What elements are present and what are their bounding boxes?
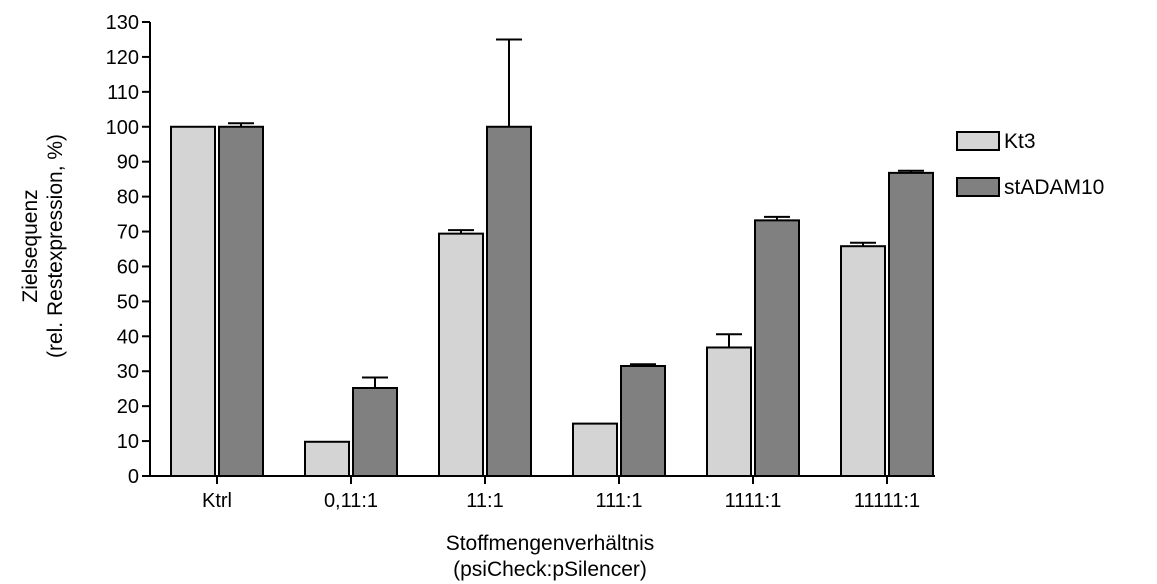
y-tick-label: 130 — [106, 12, 139, 34]
bar-kt3 — [840, 245, 886, 477]
bar-stadam10 — [754, 219, 800, 477]
y-tick-label: 60 — [117, 256, 139, 278]
x-axis: Ktrl 0,11:1 11:1 111:1 1111:1 11111:1 — [150, 475, 935, 512]
bar-kt3 — [572, 422, 618, 478]
y-tick-label: 70 — [117, 222, 139, 244]
y-tick-label: 90 — [117, 152, 139, 174]
y-tick-label: 30 — [117, 361, 139, 383]
y-tick-label: 50 — [117, 291, 139, 313]
legend-swatch — [956, 131, 1000, 151]
x-tick-label: 11111:1 — [854, 490, 920, 512]
y-tick-label: 80 — [117, 187, 139, 209]
y-axis: 0 10 20 30 40 50 60 70 80 90 100 110 120 130 — [106, 12, 151, 488]
bar-kt3 — [706, 346, 752, 477]
x-tick-label: Ktrl — [202, 490, 232, 512]
x-tick-label: 0,11:1 — [324, 490, 378, 512]
x-axis-title-line-1: Stoffmengenverhältnis — [446, 532, 655, 555]
legend-swatch — [956, 177, 1000, 197]
x-tick-label: 11:1 — [466, 490, 503, 512]
x-tick-label: 1111:1 — [725, 490, 782, 512]
bar-stadam10 — [218, 125, 264, 478]
y-tick-label: 110 — [107, 82, 139, 104]
legend: Kt3 stADAM10 — [956, 130, 1104, 199]
legend-label: Kt3 — [1004, 130, 1036, 153]
y-axis-title-line-2: (rel. Restexpression, %) — [44, 134, 67, 358]
y-tick-label: 120 — [106, 47, 139, 69]
y-axis-title-line-1: Zielsequenz — [19, 189, 42, 302]
bar-stadam10 — [486, 125, 532, 478]
legend-label: stADAM10 — [1004, 176, 1104, 199]
x-axis-title-line-2: (psiCheck:pSilencer) — [453, 558, 647, 581]
bar-stadam10 — [352, 386, 398, 477]
x-tick-label: 111:1 — [595, 490, 642, 512]
bar-stadam10 — [888, 171, 934, 477]
bars — [170, 38, 934, 478]
bar-kt3 — [304, 440, 350, 478]
y-tick-label: 10 — [117, 431, 139, 453]
y-tick-label: 0 — [128, 466, 139, 488]
bar-stadam10 — [620, 364, 666, 477]
bar-kt3 — [170, 125, 216, 478]
y-tick-label: 20 — [117, 396, 139, 418]
y-tick-label: 100 — [106, 117, 139, 139]
bar-kt3 — [438, 232, 484, 477]
y-tick-label: 40 — [117, 326, 139, 348]
